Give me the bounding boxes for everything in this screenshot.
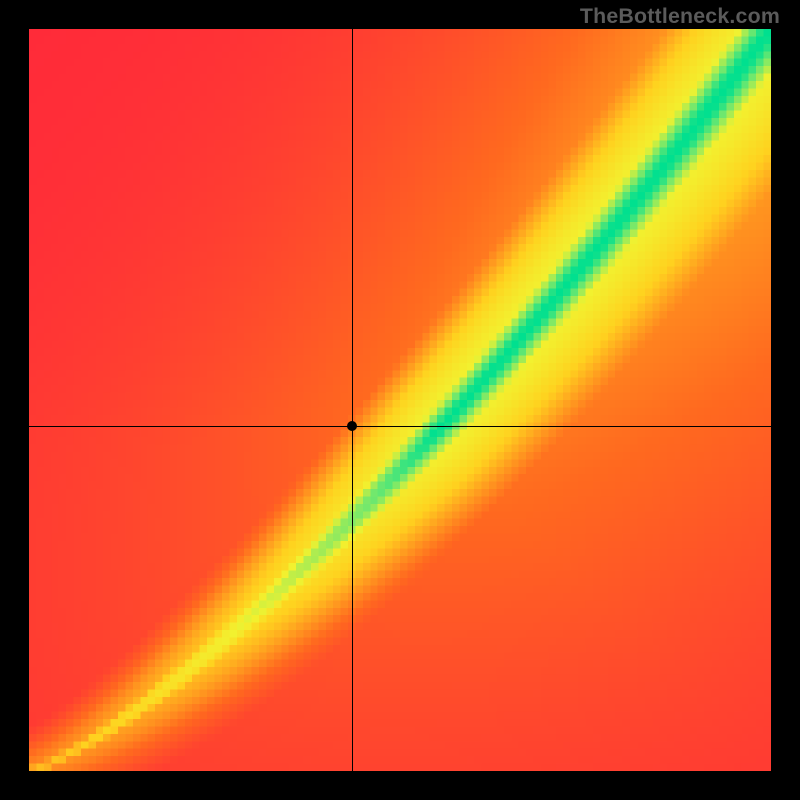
data-point-marker xyxy=(347,421,357,431)
crosshair-horizontal xyxy=(29,426,771,427)
crosshair-vertical xyxy=(352,29,353,771)
figure-frame: TheBottleneck.com xyxy=(0,0,800,800)
heatmap-canvas xyxy=(29,29,771,771)
watermark-text: TheBottleneck.com xyxy=(580,4,780,29)
heatmap-plot xyxy=(29,29,771,771)
